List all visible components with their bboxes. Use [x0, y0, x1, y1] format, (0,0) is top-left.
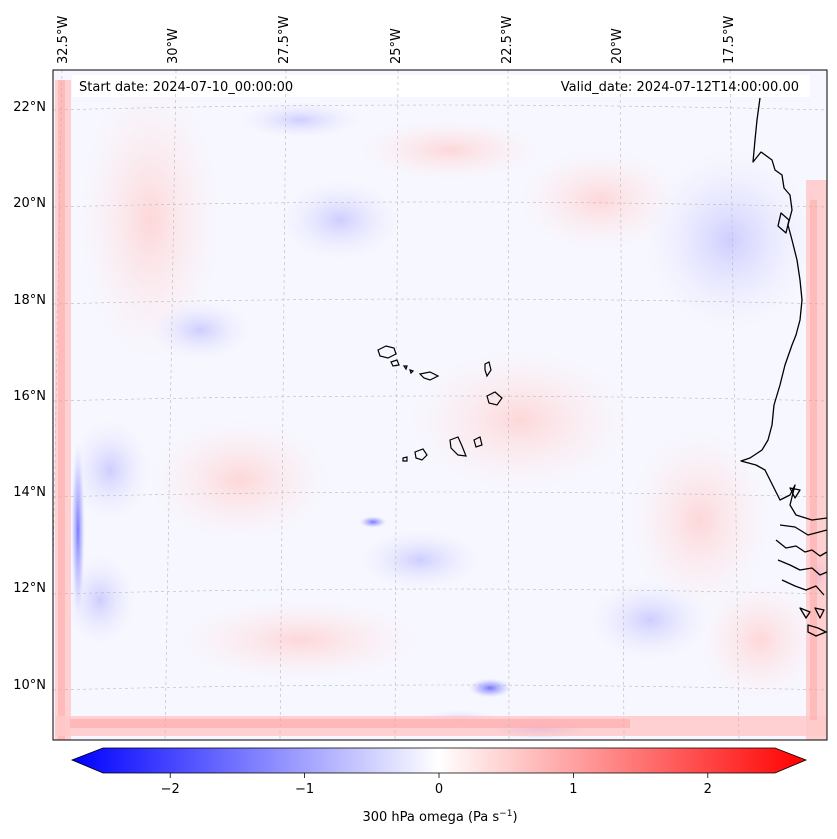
lat-label-18n: 18°N [13, 293, 46, 308]
lat-label-16n: 16°N [13, 389, 46, 404]
lon-label-25w: 25°W [389, 28, 404, 64]
latitude-labels: 22°N 20°N 18°N 16°N 14°N 12°N 10°N [13, 100, 46, 693]
colorbar-label: 300 hPa omega (Pa s−1) [362, 809, 517, 825]
lat-label-14n: 14°N [13, 485, 46, 500]
valid-date-label: Valid_date: 2024-07-12T14:00:00.00 [561, 80, 799, 95]
colorbar-tick-label: 0 [435, 782, 443, 797]
lat-label-20n: 20°N [13, 196, 46, 211]
lon-label-27-5w: 27.5°W [277, 16, 292, 64]
map-panel: Start date: 2024-07-10_00:00:00 Valid_da… [13, 16, 828, 741]
map-frame [52, 69, 828, 741]
lat-label-22n: 22°N [13, 100, 46, 115]
lon-label-32-5w: 32.5°W [56, 16, 71, 64]
header-box [72, 75, 810, 97]
lon-label-20w: 20°W [610, 28, 625, 64]
lon-label-30w: 30°W [166, 28, 181, 64]
colorbar-tick-label: 2 [704, 782, 712, 797]
lat-label-12n: 12°N [13, 581, 46, 596]
omega-field [55, 80, 827, 740]
longitude-labels: 32.5°W 30°W 27.5°W 25°W 22.5°W 20°W 17.5… [56, 16, 737, 64]
colorbar-bar [70, 747, 808, 774]
lon-label-17-5w: 17.5°W [722, 16, 737, 64]
colorbar-tick-label: 1 [569, 782, 577, 797]
graticule [53, 70, 827, 740]
colorbar-tick-label: −2 [161, 782, 180, 797]
lon-label-22-5w: 22.5°W [500, 16, 515, 64]
colorbar-ticks: −2 −1 0 1 2 [161, 773, 712, 797]
lat-label-10n: 10°N [13, 678, 46, 693]
cape-verde-islands [377, 345, 503, 462]
colorbar-tick-label: −1 [295, 782, 314, 797]
start-date-label: Start date: 2024-07-10_00:00:00 [79, 80, 293, 95]
africa-coastline [740, 97, 827, 637]
colorbar: −2 −1 0 1 2 300 hPa omega (Pa s−1) [70, 747, 808, 825]
